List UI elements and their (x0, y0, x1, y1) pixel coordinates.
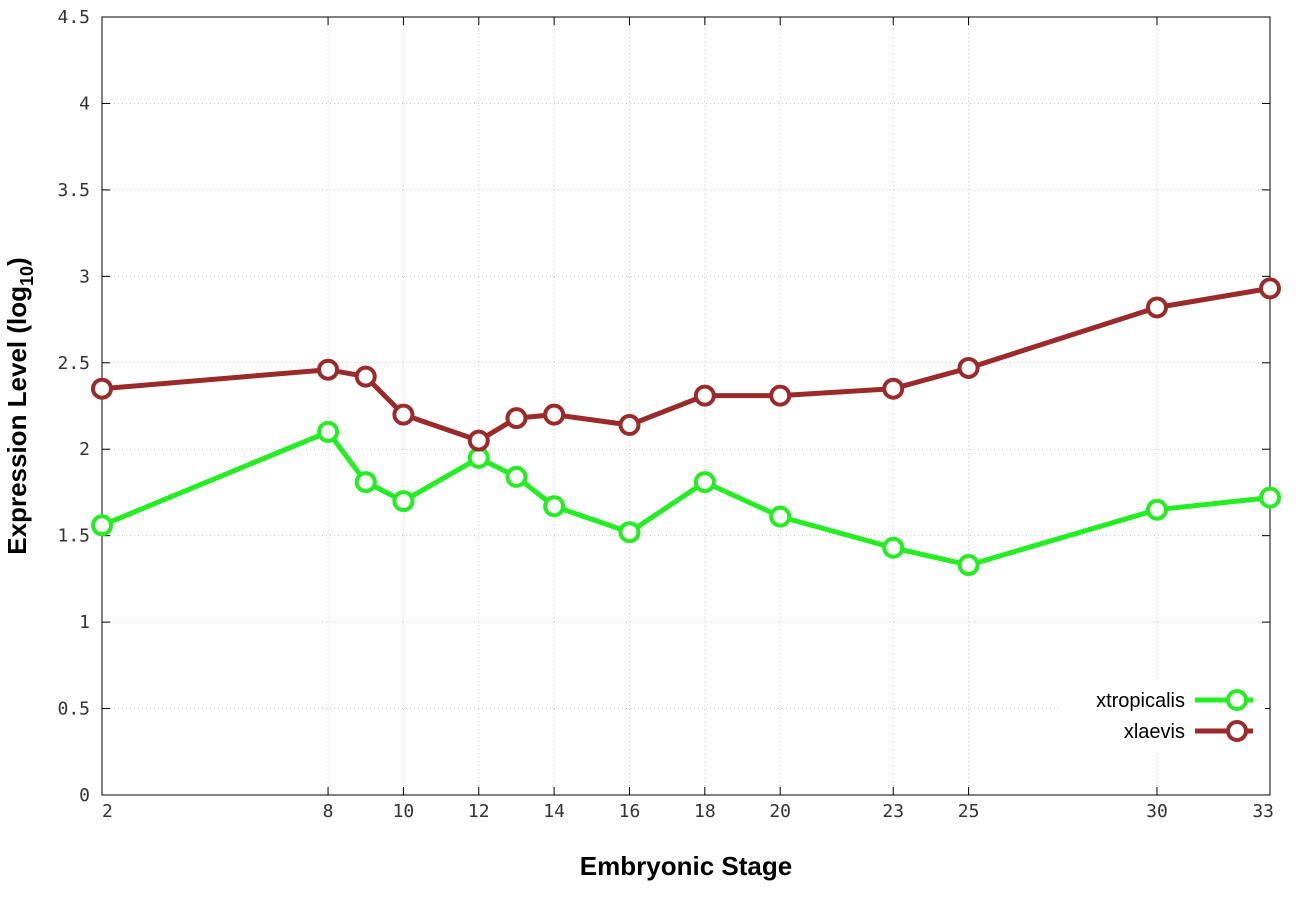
y-tick-label: 2 (79, 439, 90, 460)
y-axis-title-subscript: 10 (17, 266, 37, 286)
x-tick-label: 23 (882, 801, 904, 822)
data-point-xtropicalis (1259, 486, 1281, 509)
y-axis-title: Expression Level (log10) (2, 257, 37, 554)
legend-label-xtropicalis: xtropicalis (1096, 690, 1185, 712)
data-point-xtropicalis (882, 536, 905, 559)
data-point-xtropicalis (317, 420, 340, 443)
plot-frame (101, 16, 1271, 796)
y-tick-label: 4.5 (57, 7, 90, 28)
x-tick-label: 18 (694, 801, 716, 822)
data-point-xlaevis (769, 384, 792, 407)
x-tick-label: 33 (1252, 801, 1274, 822)
data-point-xtropicalis (693, 471, 716, 494)
y-tick-label: 1 (79, 612, 90, 633)
data-point-xlaevis (543, 403, 566, 426)
data-point-xtropicalis (91, 514, 113, 537)
y-tick-label: 2.5 (57, 353, 90, 374)
legend-swatch-marker-xlaevis (1226, 720, 1248, 742)
y-tick-label: 3 (79, 266, 90, 287)
x-tick-label: 30 (1146, 801, 1168, 822)
y-tick-label: 3.5 (57, 180, 90, 201)
grid-lines (102, 17, 1270, 795)
y-tick-label: 1.5 (57, 526, 90, 547)
data-point-xtropicalis (618, 521, 641, 544)
x-tick-label: 20 (769, 801, 791, 822)
data-point-xtropicalis (957, 554, 980, 577)
data-point-xlaevis (467, 429, 490, 452)
data-point-xlaevis (957, 356, 980, 379)
data-point-xlaevis (882, 377, 905, 400)
legend-swatch-marker-xtropicalis (1226, 689, 1248, 711)
data-point-xtropicalis (1145, 498, 1168, 521)
x-tick-label: 2 (102, 801, 113, 822)
y-axis-title-end: ) (2, 257, 32, 266)
x-tick-label: 25 (958, 801, 980, 822)
y-tick-label: 4 (79, 93, 90, 114)
data-point-xlaevis (392, 403, 415, 426)
data-point-xlaevis (317, 358, 340, 381)
data-point-xlaevis (91, 377, 113, 400)
data-point-xlaevis (693, 384, 716, 407)
y-axis-title-main: Expression Level (log (2, 286, 32, 555)
axis-ticks: 0 0.5 1 1.5 2 2.5 3 3.5 4 4.5 2 8 10 12 14 16 18 20 23 25 30… (57, 7, 1274, 822)
data-point-xtropicalis (354, 471, 377, 494)
series-line-xlaevis (101, 285, 1271, 444)
x-tick-label: 14 (543, 801, 565, 822)
y-tick-label: 0 (79, 785, 90, 806)
data-point-xlaevis (354, 365, 377, 388)
data-point-xlaevis (1145, 296, 1168, 319)
x-axis-title: Embryonic Stage (580, 851, 792, 881)
x-tick-label: 12 (468, 801, 490, 822)
y-tick-label: 0.5 (57, 699, 90, 720)
data-point-xtropicalis (543, 495, 566, 518)
series-line-xtropicalis (101, 429, 1271, 568)
data-point-xlaevis (1259, 277, 1281, 300)
data-point-xlaevis (505, 407, 528, 430)
x-tick-label: 16 (619, 801, 641, 822)
legend-label-xlaevis: xlaevis (1124, 721, 1185, 743)
data-point-xtropicalis (505, 465, 528, 488)
data-point-xlaevis (618, 414, 641, 437)
data-point-xtropicalis (769, 505, 792, 528)
legend: xtropicalis xlaevis (1060, 680, 1265, 752)
x-tick-label: 10 (393, 801, 415, 822)
series-lines (91, 277, 1281, 577)
data-point-xtropicalis (392, 490, 415, 513)
x-tick-label: 8 (323, 801, 334, 822)
